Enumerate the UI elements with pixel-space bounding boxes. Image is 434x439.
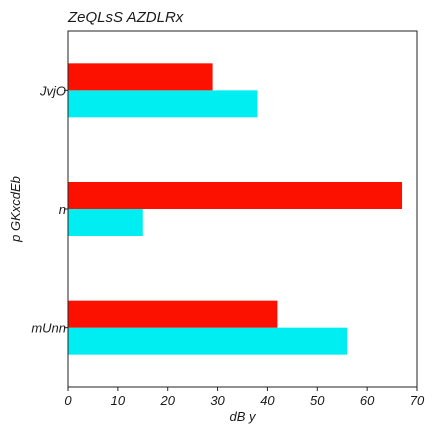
bar-JvjO-s2: [68, 63, 213, 91]
bars-group: [68, 63, 403, 355]
x-tick-label: 30: [210, 393, 225, 408]
chart-title: ZeQLsS AZDLRx: [67, 9, 184, 26]
y-axis-label: p GKxcdEb: [8, 176, 23, 243]
x-axis-label: dB y: [229, 409, 257, 424]
x-tick-label: 0: [64, 393, 72, 408]
x-tick-label: 70: [410, 393, 425, 408]
bar-JvjO-s1: [68, 90, 258, 118]
bar-mUnn-s1: [68, 327, 348, 355]
x-tick-label: 60: [360, 393, 375, 408]
y-tick-label: JvjO: [39, 83, 66, 98]
bar-n-s2: [68, 182, 403, 209]
bar-mUnn-s2: [68, 300, 278, 328]
y-axis-ticks: mUnn n JvjO: [31, 83, 68, 336]
x-axis-ticks: 0 10 20 30 40 50 60 70: [64, 387, 425, 408]
x-tick-label: 40: [260, 393, 275, 408]
x-tick-label: 10: [111, 393, 126, 408]
x-tick-label: 50: [310, 393, 325, 408]
bar-n-s1: [68, 209, 143, 236]
x-tick-label: 20: [159, 393, 175, 408]
y-tick-label: n: [59, 202, 66, 217]
y-tick-label: mUnn: [31, 321, 66, 336]
